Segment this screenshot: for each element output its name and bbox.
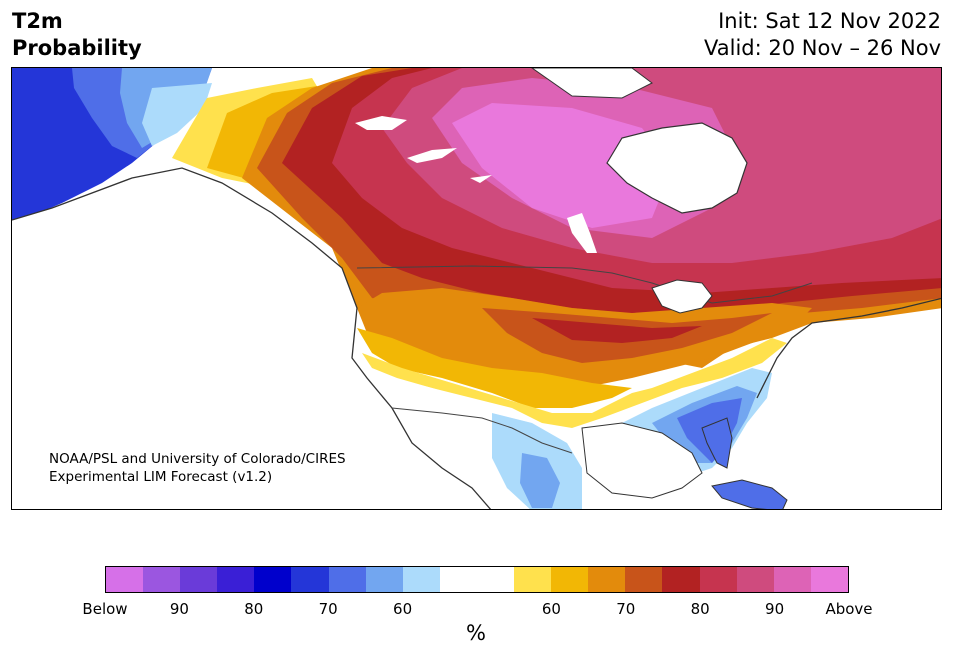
lake-white-4	[567, 213, 597, 253]
init-date: Init: Sat 12 Nov 2022	[718, 9, 941, 33]
arctic-water	[531, 68, 653, 99]
cuba	[711, 479, 788, 509]
colorbar-tick-label: 70	[318, 600, 338, 618]
pacific-ocean	[12, 168, 491, 509]
warm-magenta-core	[452, 103, 672, 228]
colorbar-segment	[773, 567, 811, 592]
lake-white-3	[470, 175, 492, 183]
colorbar-segment	[439, 567, 477, 592]
colorbar-segment	[402, 567, 440, 592]
colorbar	[105, 566, 849, 593]
map-title: T2m Probability	[12, 8, 142, 62]
great-lakes	[651, 279, 713, 314]
colorbar-segment	[551, 567, 589, 592]
colorbar-segment	[625, 567, 663, 592]
colorbar-segment	[365, 567, 403, 592]
us-yellow-region	[362, 338, 787, 428]
colorbar-tick-label: 60	[393, 600, 413, 618]
colorbar-segment	[736, 567, 774, 592]
colorbar-segment	[143, 567, 181, 592]
us-gold-region	[357, 328, 632, 408]
forecast-map	[12, 68, 941, 509]
colorbar-unit: %	[466, 621, 486, 645]
credit-text: NOAA/PSL and University of Colorado/CIRE…	[49, 450, 346, 486]
colorbar-segment	[180, 567, 218, 592]
map-panel	[11, 67, 942, 510]
colorbar-segment	[588, 567, 626, 592]
colorbar-segment	[328, 567, 366, 592]
valid-dates: Valid: 20 Nov – 26 Nov	[704, 36, 941, 60]
colorbar-segment	[662, 567, 700, 592]
coastline-west	[12, 167, 492, 509]
colorbar-segment	[106, 567, 144, 592]
colorbar-tick-label: 90	[169, 600, 189, 618]
coastline-east	[756, 297, 941, 399]
mexico-cold-light	[520, 453, 560, 508]
colorbar-segment	[254, 567, 292, 592]
colorbar-segment	[699, 567, 737, 592]
us-red-region	[532, 318, 702, 343]
title-line-1: T2m	[12, 9, 63, 33]
lake-white-1	[355, 116, 407, 130]
title-line-2: Probability	[12, 36, 142, 60]
us-canada-border	[356, 265, 813, 304]
colorbar-ticks: Below 90 80 70 60 60 70 80 90 Above	[82, 600, 872, 620]
colorbar-tick-label: 70	[616, 600, 636, 618]
colorbar-segment	[291, 567, 329, 592]
colorbar-tick-label: 80	[244, 600, 264, 618]
lake-white-2	[407, 148, 457, 163]
colorbar-segment	[217, 567, 255, 592]
colorbar-tick-label: 90	[765, 600, 785, 618]
colorbar-tick-label: Below	[82, 600, 128, 618]
colorbar-tick-label: 80	[690, 600, 710, 618]
colorbar-tick-label: 60	[541, 600, 561, 618]
florida	[701, 417, 733, 469]
colorbar-segment	[476, 567, 515, 592]
credit-line-2: Experimental LIM Forecast (v1.2)	[49, 469, 273, 485]
forecast-dates: Init: Sat 12 Nov 2022 Valid: 20 Nov – 26…	[704, 8, 941, 62]
gulf-of-mexico	[581, 422, 703, 499]
credit-line-1: NOAA/PSL and University of Colorado/CIRE…	[49, 451, 346, 467]
colorbar-tick-label: Above	[825, 600, 873, 618]
colorbar-segment	[514, 567, 552, 592]
us-mexico-border	[391, 407, 573, 454]
hudson-bay	[606, 122, 748, 214]
colorbar-segment	[810, 567, 848, 592]
alaska-cold-pale	[142, 83, 212, 146]
